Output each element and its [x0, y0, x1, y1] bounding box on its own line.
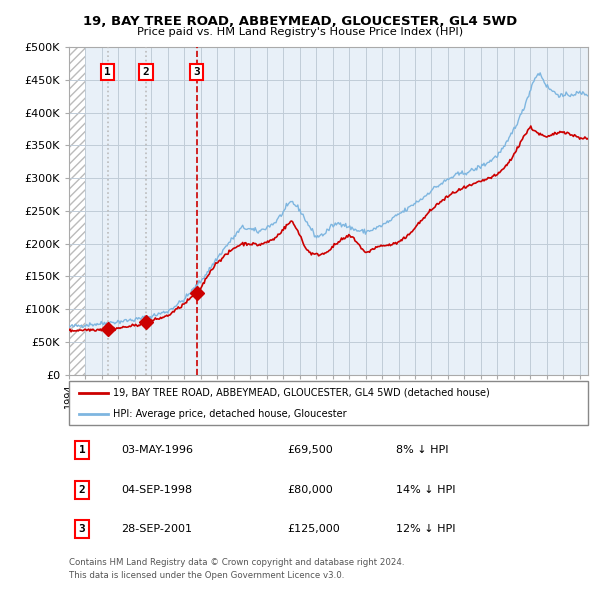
Text: Price paid vs. HM Land Registry's House Price Index (HPI): Price paid vs. HM Land Registry's House … [137, 27, 463, 37]
Text: Contains HM Land Registry data © Crown copyright and database right 2024.: Contains HM Land Registry data © Crown c… [69, 558, 404, 566]
Text: £125,000: £125,000 [287, 524, 340, 534]
Text: £69,500: £69,500 [287, 445, 333, 455]
Text: 8% ↓ HPI: 8% ↓ HPI [396, 445, 448, 455]
Text: 03-MAY-1996: 03-MAY-1996 [121, 445, 193, 455]
Text: 2: 2 [79, 485, 85, 494]
Text: 19, BAY TREE ROAD, ABBEYMEAD, GLOUCESTER, GL4 5WD (detached house): 19, BAY TREE ROAD, ABBEYMEAD, GLOUCESTER… [113, 388, 490, 398]
Text: This data is licensed under the Open Government Licence v3.0.: This data is licensed under the Open Gov… [69, 571, 344, 579]
Bar [69, 47, 85, 375]
Text: 3: 3 [79, 524, 85, 534]
Text: 2: 2 [143, 67, 149, 77]
Text: 28-SEP-2001: 28-SEP-2001 [121, 524, 192, 534]
Text: 12% ↓ HPI: 12% ↓ HPI [396, 524, 455, 534]
Text: 19, BAY TREE ROAD, ABBEYMEAD, GLOUCESTER, GL4 5WD: 19, BAY TREE ROAD, ABBEYMEAD, GLOUCESTER… [83, 15, 517, 28]
Text: 14% ↓ HPI: 14% ↓ HPI [396, 485, 455, 494]
FancyBboxPatch shape [69, 381, 588, 425]
Text: HPI: Average price, detached house, Gloucester: HPI: Average price, detached house, Glou… [113, 409, 347, 419]
Text: 3: 3 [193, 67, 200, 77]
Text: £80,000: £80,000 [287, 485, 333, 494]
Text: 1: 1 [79, 445, 85, 455]
Text: 1: 1 [104, 67, 111, 77]
Text: 04-SEP-1998: 04-SEP-1998 [121, 485, 192, 494]
